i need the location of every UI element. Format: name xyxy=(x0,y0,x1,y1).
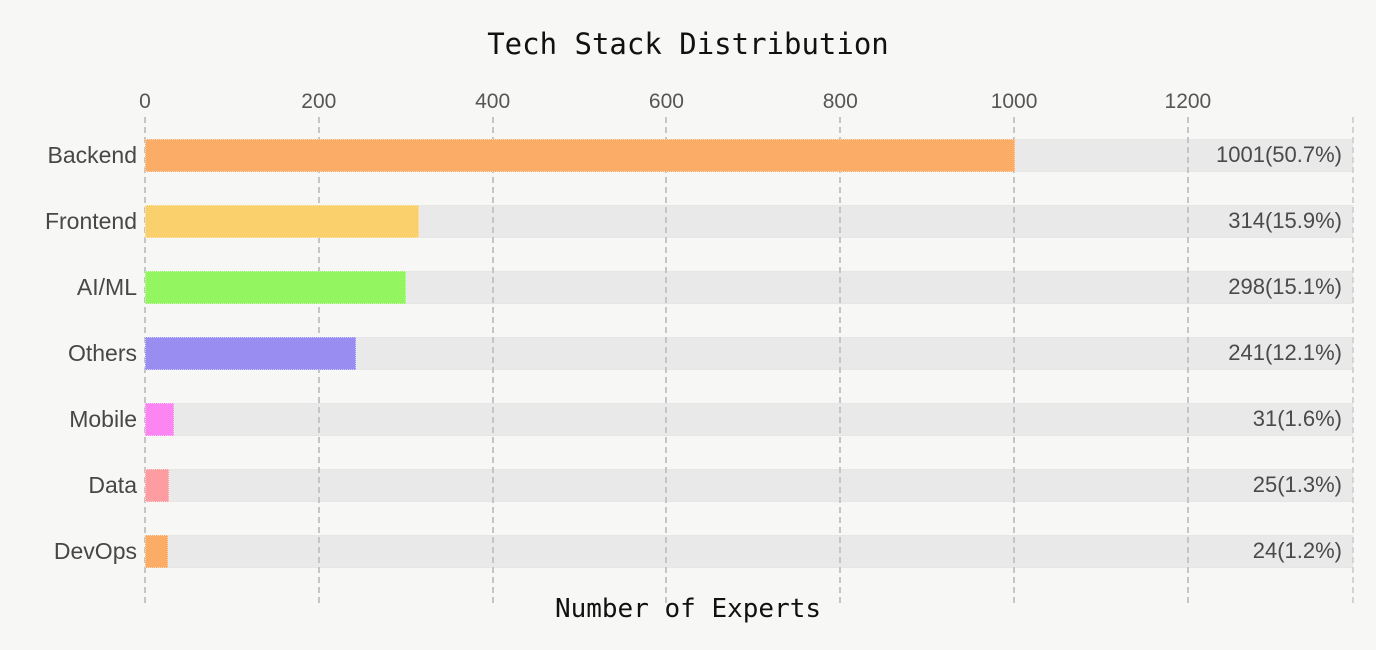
gridline-right-edge xyxy=(1352,117,1354,603)
category-label-mobile: Mobile xyxy=(69,405,137,432)
bar-track: 298(15.1%) xyxy=(145,270,1353,304)
category-label-others: Others xyxy=(67,339,137,366)
value-label: 1001(50.7%) xyxy=(1216,142,1342,167)
x-axis-label: Number of Experts xyxy=(554,594,822,624)
category-label-data: Data xyxy=(88,471,137,498)
bar-row: 1001(50.7%) xyxy=(145,122,1353,188)
bar-others xyxy=(145,336,357,370)
gridline-1200 xyxy=(1186,117,1189,603)
bars-plot-area: 1001(50.7%) 314(15.9%) 298(15.1%) 241(12.1%… xyxy=(145,122,1353,584)
gridline-400 xyxy=(491,117,494,603)
chart-title: Tech Stack Distribution xyxy=(487,27,889,61)
x-tick-1000: 1000 xyxy=(990,90,1038,113)
category-label-devops: DevOps xyxy=(53,537,137,564)
gridline-600 xyxy=(665,117,668,603)
bar-track: 241(12.1%) xyxy=(145,336,1353,370)
bar-track: 24(1.2%) xyxy=(145,534,1353,568)
category-label-frontend: Frontend xyxy=(44,207,137,234)
bar-row: 31(1.6%) xyxy=(145,386,1353,452)
bar-backend xyxy=(145,138,1016,172)
value-label: 25(1.3%) xyxy=(1252,472,1342,497)
bar-track: 31(1.6%) xyxy=(145,402,1353,436)
category-label-backend: Backend xyxy=(47,141,137,168)
x-tick-0: 0 xyxy=(139,90,151,113)
gridline-800 xyxy=(839,117,842,603)
category-label-ai-ml: AI/ML xyxy=(76,273,137,300)
x-tick-1200: 1200 xyxy=(1164,90,1212,113)
value-label: 298(15.1%) xyxy=(1228,274,1342,299)
bar-track: 314(15.9%) xyxy=(145,204,1353,238)
bar-row: 24(1.2%) xyxy=(145,518,1353,584)
bar-row: 25(1.3%) xyxy=(145,452,1353,518)
value-label: 31(1.6%) xyxy=(1252,406,1342,431)
bar-devops xyxy=(145,534,168,568)
bar-ai-ml xyxy=(145,270,406,304)
bar-row: 298(15.1%) xyxy=(145,254,1353,320)
y-axis-category-labels: Backend Frontend AI/ML Others Mobile Data DevO… xyxy=(0,122,137,584)
x-tick-200: 200 xyxy=(301,90,337,113)
bar-frontend xyxy=(145,204,420,238)
x-tick-600: 600 xyxy=(648,90,684,113)
bar-track: 1001(50.7%) xyxy=(145,138,1353,172)
value-label: 241(12.1%) xyxy=(1228,340,1342,365)
bar-mobile xyxy=(145,402,174,436)
x-axis-tick-labels: 0 200 400 600 800 1000 1200 xyxy=(139,90,1353,116)
bar-row: 314(15.9%) xyxy=(145,188,1353,254)
x-tick-400: 400 xyxy=(475,90,511,113)
x-tick-800: 800 xyxy=(822,90,858,113)
value-label: 314(15.9%) xyxy=(1228,208,1342,233)
bar-row: 241(12.1%) xyxy=(145,320,1353,386)
gridline-1000 xyxy=(1013,117,1016,603)
bar-track: 25(1.3%) xyxy=(145,468,1353,502)
bar-data xyxy=(145,468,169,502)
value-label: 24(1.2%) xyxy=(1252,538,1342,563)
